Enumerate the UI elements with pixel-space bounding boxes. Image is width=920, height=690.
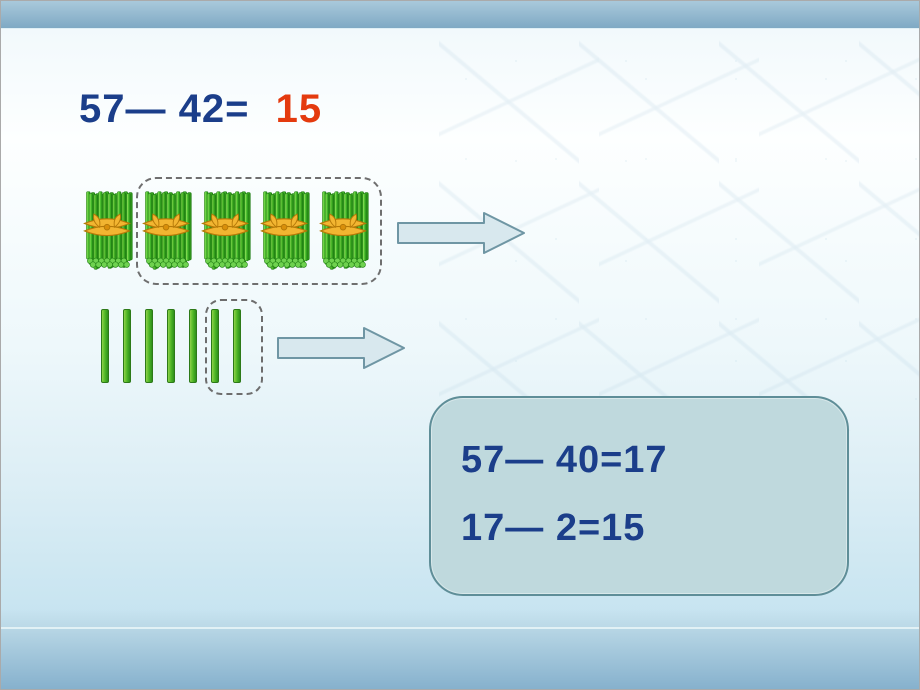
stick-bundle-icon	[79, 186, 136, 274]
top-decorative-strip	[1, 1, 919, 29]
stick-icon	[123, 309, 131, 383]
stick-bundle-icon	[315, 186, 372, 274]
stick-icon	[101, 309, 109, 383]
steps-box: 57— 40=17 17— 2=15	[429, 396, 849, 596]
loose-sticks-row	[101, 309, 241, 383]
stick-bundle-icon	[138, 186, 195, 274]
stick-bundle-icon	[197, 186, 254, 274]
stick-icon	[233, 309, 241, 383]
step-line-2: 17— 2=15	[461, 494, 817, 562]
stick-icon	[167, 309, 175, 383]
arrow-right-icon	[276, 326, 406, 370]
arrow-right-icon	[396, 211, 526, 255]
stick-bundle-icon	[256, 186, 313, 274]
bottom-decorative-strip	[1, 627, 919, 689]
equation-expression: 57— 42=	[79, 87, 249, 131]
stick-icon	[145, 309, 153, 383]
stick-icon	[211, 309, 219, 383]
step-line-1: 57— 40=17	[461, 426, 817, 494]
slide-container: 57— 42= 15	[0, 0, 920, 690]
equation-answer: 15	[276, 87, 323, 131]
stick-icon	[189, 309, 197, 383]
bundles-row	[79, 186, 372, 274]
main-equation: 57— 42= 15	[79, 87, 322, 132]
